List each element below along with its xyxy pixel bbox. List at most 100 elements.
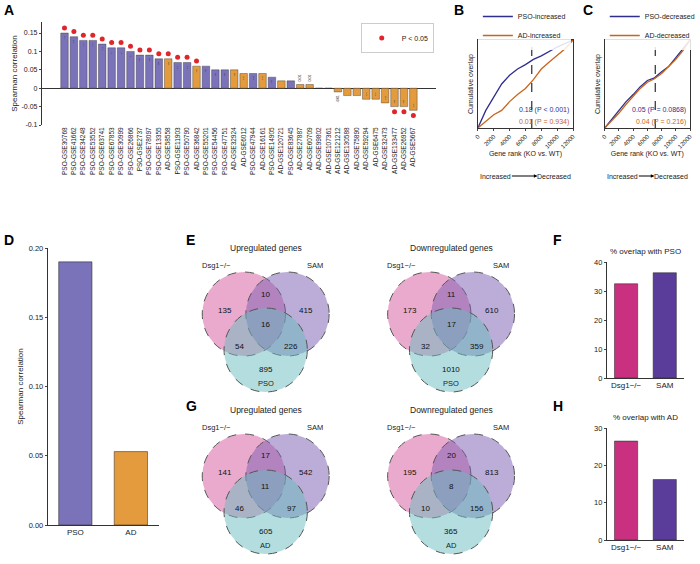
svg-text:AD-GSE32924: AD-GSE32924: [230, 127, 237, 170]
svg-text:135: 135: [218, 306, 232, 315]
svg-text:11: 11: [261, 482, 270, 491]
svg-text:Downregulated genes: Downregulated genes: [410, 405, 493, 415]
svg-text:20: 20: [447, 451, 456, 460]
svg-text:30: 30: [594, 287, 602, 296]
svg-text:415: 415: [299, 306, 313, 315]
svg-text:Decreased: Decreased: [654, 173, 688, 180]
svg-text:0.04: 0.04: [253, 77, 254, 80]
svg-text:AD-GSE32473: AD-GSE32473: [381, 127, 388, 170]
svg-text:226: 226: [284, 342, 298, 351]
svg-text:0.15: 0.15: [29, 313, 44, 322]
svg-text:AD-decreased: AD-decreased: [645, 32, 690, 39]
svg-text:AD-GSE133477: AD-GSE133477: [391, 127, 398, 174]
svg-text:Cumulative overlap: Cumulative overlap: [594, 54, 602, 114]
svg-text:141: 141: [218, 468, 232, 477]
svg-text:PSO-GSE47751: PSO-GSE47751: [221, 127, 228, 175]
svg-text:PSO-GSE50790: PSO-GSE50790: [183, 127, 190, 175]
svg-text:0.01: 0.01: [298, 74, 302, 81]
svg-text:16: 16: [261, 320, 270, 329]
svg-text:54: 54: [235, 342, 244, 351]
svg-text:-0.03: -0.03: [366, 93, 367, 97]
svg-text:Gene rank (KO vs. WT): Gene rank (KO vs. WT): [611, 150, 684, 158]
svg-text:F: F: [553, 232, 562, 248]
svg-text:0.08: 0.08: [168, 62, 169, 65]
svg-text:Dsg1−/−: Dsg1−/−: [387, 423, 416, 432]
svg-text:0.05: 0.05: [29, 451, 44, 460]
svg-text:AD-GSE26952: AD-GSE26952: [400, 127, 407, 170]
svg-text:AD-GSE36842: AD-GSE36842: [193, 127, 200, 170]
svg-text:0.02: 0.02: [290, 83, 291, 85]
svg-text:0.07: 0.07: [177, 65, 178, 68]
svg-text:0.12: 0.12: [102, 47, 103, 50]
svg-text:0.18 (P < 0.001): 0.18 (P < 0.001): [519, 106, 569, 114]
svg-text:PSO-GSE30768: PSO-GSE30768: [61, 127, 68, 175]
svg-text:Spearman correlation: Spearman correlation: [10, 35, 19, 111]
svg-text:813: 813: [485, 468, 499, 477]
svg-text:-0.02: -0.02: [347, 91, 348, 93]
svg-text:Dsg1−/−: Dsg1−/−: [611, 543, 642, 552]
svg-text:0.15: 0.15: [64, 36, 65, 39]
svg-text:20: 20: [594, 316, 602, 325]
svg-text:0.10: 0.10: [29, 382, 44, 391]
svg-text:40: 40: [594, 258, 602, 267]
svg-text:E: E: [186, 232, 195, 248]
svg-text:AD: AD: [260, 541, 271, 550]
svg-text:P < 0.05: P < 0.05: [402, 35, 428, 42]
svg-text:PSO-GSE13355: PSO-GSE13355: [155, 127, 162, 175]
svg-text:D: D: [4, 232, 14, 248]
svg-text:10: 10: [594, 498, 602, 507]
svg-text:11: 11: [447, 290, 456, 299]
svg-text:12000: 12000: [677, 133, 694, 150]
svg-text:10: 10: [261, 290, 270, 299]
svg-text:0.13: 0.13: [83, 43, 84, 46]
svg-text:AD-GSE59294: AD-GSE59294: [362, 127, 369, 170]
svg-text:PSO-GSE2737: PSO-GSE2737: [136, 127, 143, 171]
svg-text:0: 0: [598, 374, 602, 383]
svg-text:AD-GSE60709: AD-GSE60709: [306, 127, 313, 170]
svg-text:542: 542: [299, 468, 313, 477]
svg-text:% overlap with AD: % overlap with AD: [613, 413, 678, 422]
svg-text:0.20: 0.20: [29, 244, 44, 253]
svg-text:359: 359: [470, 342, 484, 351]
svg-text:0.02: 0.02: [281, 83, 282, 85]
svg-text:32: 32: [421, 342, 430, 351]
svg-text:Increased: Increased: [480, 173, 511, 180]
svg-text:0.1: 0.1: [28, 48, 38, 55]
svg-text:AD: AD: [446, 541, 457, 550]
svg-text:17: 17: [447, 320, 456, 329]
svg-text:Dsg1−/−: Dsg1−/−: [611, 381, 642, 390]
svg-text:8000: 8000: [651, 133, 665, 147]
svg-text:46: 46: [235, 504, 244, 513]
svg-text:PSO-GSE54456: PSO-GSE54456: [211, 127, 218, 175]
svg-text:-0.01: -0.01: [336, 95, 340, 102]
svg-text:-0.06: -0.06: [413, 104, 414, 108]
svg-text:A: A: [4, 2, 14, 18]
svg-text:Upregulated genes: Upregulated genes: [230, 405, 302, 415]
svg-text:0.01 (P = 0.934): 0.01 (P = 0.934): [519, 118, 569, 126]
svg-text:B: B: [454, 2, 464, 18]
svg-text:Gene rank (KO vs. WT): Gene rank (KO vs. WT): [489, 150, 562, 158]
svg-text:PSO-GSE55201: PSO-GSE55201: [202, 127, 209, 175]
svg-text:0.05: 0.05: [234, 73, 235, 76]
svg-text:AD-increased: AD-increased: [518, 32, 561, 39]
svg-text:8000: 8000: [530, 133, 544, 147]
svg-text:-0.05: -0.05: [394, 100, 395, 104]
svg-text:6000: 6000: [637, 133, 651, 147]
svg-text:SAM: SAM: [307, 423, 323, 432]
svg-text:Dsg1−/−: Dsg1−/−: [202, 423, 231, 432]
svg-text:AD-GSE75890: AD-GSE75890: [353, 127, 360, 170]
svg-text:PSO-GSE26866: PSO-GSE26866: [127, 127, 134, 175]
svg-text:PSO-GSE67853: PSO-GSE67853: [108, 127, 115, 175]
svg-text:AD-GSE16161: AD-GSE16161: [259, 127, 266, 170]
svg-text:1010: 1010: [442, 365, 460, 374]
svg-text:0.11: 0.11: [121, 51, 122, 54]
svg-text:AD-GSE6012: AD-GSE6012: [240, 127, 247, 167]
svg-text:0.03: 0.03: [271, 80, 272, 83]
svg-text:AD-GSE6475: AD-GSE6475: [372, 127, 379, 167]
svg-text:AD-GSE130588: AD-GSE130588: [343, 127, 350, 174]
svg-text:PSO-GSE11903: PSO-GSE11903: [174, 127, 181, 175]
svg-text:Dsg1−/−: Dsg1−/−: [202, 261, 231, 270]
svg-text:PSO-GSE53552: PSO-GSE53552: [89, 127, 96, 175]
svg-text:H: H: [553, 398, 563, 414]
svg-text:365: 365: [444, 527, 458, 536]
